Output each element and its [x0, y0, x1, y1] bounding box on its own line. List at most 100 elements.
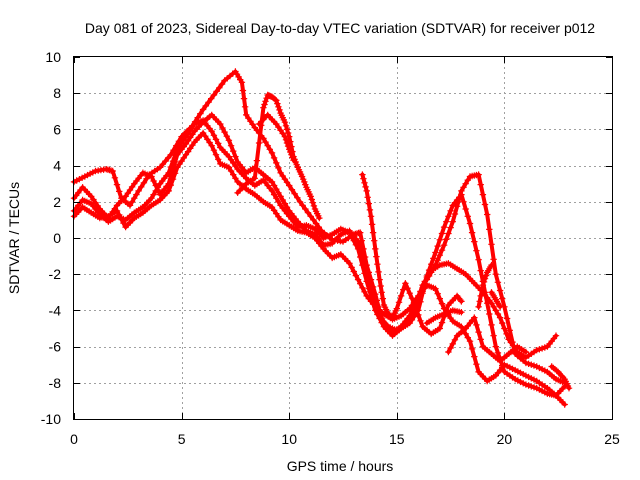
data-point: [350, 237, 357, 244]
data-point: [273, 97, 280, 104]
data-point: [275, 164, 282, 172]
series-track-10: [475, 261, 495, 310]
series-markers: [445, 314, 530, 365]
data-point: [501, 325, 508, 332]
data-point: [372, 245, 379, 253]
data-point: [283, 139, 291, 147]
data-point: [561, 401, 568, 408]
data-point: [281, 200, 289, 207]
data-point: [219, 124, 226, 132]
data-point: [348, 264, 355, 271]
data-point: [131, 195, 138, 202]
series-markers: [234, 91, 323, 222]
data-point: [462, 205, 469, 213]
data-point: [445, 213, 452, 220]
data-point: [152, 187, 159, 195]
data-point: [477, 181, 484, 188]
x-tick-label: 10: [281, 431, 297, 447]
data-point: [434, 290, 441, 297]
data-point: [494, 349, 502, 357]
data-point: [522, 348, 530, 356]
data-point: [148, 173, 155, 180]
data-point: [365, 285, 372, 292]
data-point: [286, 182, 293, 189]
data-point: [451, 336, 459, 343]
data-point: [205, 99, 212, 106]
data-point: [449, 340, 456, 348]
y-tick-label: 4: [53, 158, 61, 174]
data-point: [374, 311, 381, 318]
data-point: [232, 175, 239, 182]
data-point: [210, 147, 218, 154]
data-point: [315, 223, 322, 231]
data-point: [253, 157, 261, 164]
data-point: [506, 327, 513, 334]
series-track-2: [70, 111, 568, 408]
data-point: [133, 191, 140, 198]
data-point: [443, 236, 450, 243]
x-tick-label: 5: [178, 431, 186, 447]
data-point: [359, 261, 366, 269]
data-point: [275, 189, 282, 196]
data-point: [212, 151, 220, 158]
series-markers: [548, 363, 573, 392]
data-point: [509, 338, 516, 346]
data-point: [458, 323, 465, 330]
data-point: [475, 328, 482, 336]
data-point: [445, 348, 452, 356]
data-point: [118, 215, 125, 223]
data-point: [361, 270, 368, 277]
data-point: [462, 330, 469, 338]
data-point: [215, 156, 222, 163]
data-point: [400, 286, 407, 293]
data-point: [218, 81, 226, 88]
data-point: [436, 252, 443, 259]
data-point: [492, 271, 499, 278]
data-point: [484, 211, 491, 218]
data-point: [490, 332, 497, 339]
data-point: [255, 139, 263, 147]
data-point: [432, 285, 439, 292]
data-point: [167, 163, 174, 171]
data-point: [268, 149, 276, 157]
data-point: [348, 233, 355, 240]
data-point: [309, 199, 317, 206]
data-point: [291, 190, 298, 197]
data-point: [462, 180, 469, 187]
data-point: [460, 184, 467, 191]
data-point: [359, 284, 366, 291]
data-point: [494, 310, 502, 318]
data-point: [468, 229, 476, 236]
x-tick-label: 0: [70, 431, 78, 447]
series-track-11: [423, 307, 465, 327]
data-point: [365, 200, 372, 207]
series-markers: [423, 307, 465, 327]
data-point: [494, 279, 502, 286]
data-point: [304, 209, 312, 216]
data-point: [360, 175, 367, 182]
data-point: [274, 100, 281, 107]
data-point: [428, 261, 435, 268]
data-point: [111, 174, 119, 181]
data-point: [302, 205, 309, 213]
data-point: [378, 289, 385, 296]
y-tick-label: 10: [45, 49, 61, 65]
data-point: [367, 213, 375, 220]
data-point: [273, 159, 280, 167]
data-point: [208, 142, 215, 149]
data-point: [417, 298, 424, 305]
data-point: [346, 229, 353, 236]
data-point: [408, 295, 416, 302]
data-point: [281, 133, 289, 140]
data-point: [113, 207, 121, 215]
data-point: [443, 218, 450, 225]
data-point: [492, 307, 499, 314]
data-point: [261, 101, 268, 108]
data-point: [471, 238, 478, 245]
series-markers: [488, 289, 504, 310]
data-point: [475, 171, 482, 178]
data-point: [363, 278, 370, 285]
data-point: [449, 218, 456, 225]
data-point: [436, 236, 443, 243]
